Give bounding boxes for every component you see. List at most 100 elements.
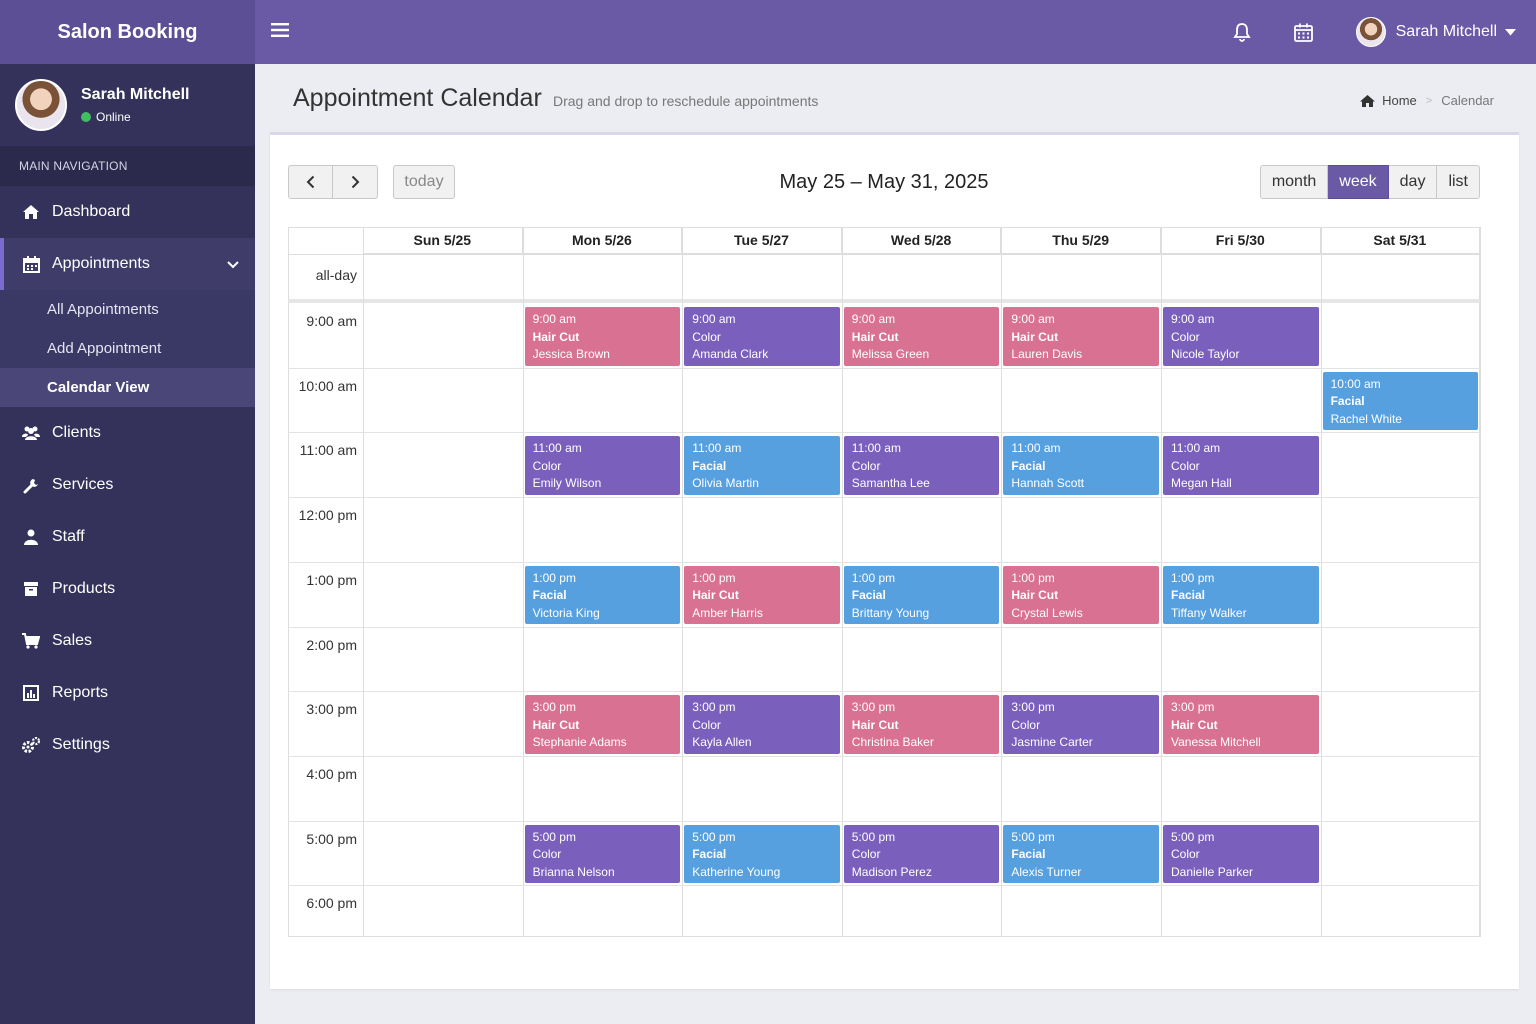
view-month-button[interactable]: month bbox=[1259, 165, 1329, 199]
sidebar-item-label: Dashboard bbox=[52, 203, 131, 220]
column-divider bbox=[522, 227, 524, 938]
day-header[interactable]: Mon 5/26 bbox=[522, 227, 683, 254]
event-client: Alexis Turner bbox=[1011, 864, 1082, 879]
event-time: 1:00 pm bbox=[532, 570, 576, 585]
appointment-event[interactable]: 9:00 am Color Amanda Clark bbox=[684, 307, 840, 366]
appointment-event[interactable]: 11:00 am Color Megan Hall bbox=[1163, 436, 1319, 496]
event-client: Rachel White bbox=[1330, 411, 1402, 426]
menu-toggle-icon[interactable] bbox=[271, 22, 289, 42]
event-client: Brianna Nelson bbox=[532, 864, 615, 879]
day-header[interactable]: Tue 5/27 bbox=[682, 227, 842, 254]
grid-border bbox=[288, 227, 1481, 938]
breadcrumb-home[interactable]: Home bbox=[1382, 93, 1417, 108]
event-service: Facial bbox=[851, 588, 886, 603]
event-client: Kayla Allen bbox=[692, 735, 752, 750]
event-time: 11:00 am bbox=[692, 441, 742, 456]
day-header[interactable]: Thu 5/29 bbox=[1001, 227, 1161, 254]
bell-icon[interactable] bbox=[1232, 22, 1252, 42]
time-row-divider bbox=[288, 561, 1481, 563]
appointments-submenu: All Appointments Add Appointment Calenda… bbox=[0, 290, 255, 407]
event-client: Olivia Martin bbox=[692, 476, 759, 491]
event-service: Color bbox=[532, 458, 562, 473]
avatar[interactable] bbox=[1355, 17, 1386, 47]
view-day-button[interactable]: day bbox=[1388, 165, 1438, 199]
sidebar-item-reports[interactable]: Reports bbox=[0, 667, 255, 719]
day-header[interactable]: Sun 5/25 bbox=[363, 227, 523, 254]
subitem-all-appointments[interactable]: All Appointments bbox=[47, 301, 159, 318]
caret-down-icon[interactable] bbox=[1505, 23, 1516, 41]
appointment-event[interactable]: 3:00 pm Hair Cut Stephanie Adams bbox=[524, 695, 681, 754]
topbar: Sarah Mitchell bbox=[255, 0, 1536, 64]
week-grid: all-day Sun 5/25 Mon 5/26 Tue 5/27 Wed 5/28 T… bbox=[288, 227, 1482, 938]
event-time: 5:00 pm bbox=[532, 829, 576, 844]
prev-button[interactable] bbox=[288, 165, 333, 199]
sidebar-item-staff[interactable]: Staff bbox=[0, 511, 255, 563]
appointment-event[interactable]: 9:00 am Hair Cut Lauren Davis bbox=[1003, 307, 1159, 366]
appointment-event[interactable]: 1:00 pm Hair Cut Amber Harris bbox=[684, 565, 840, 625]
appointment-event[interactable]: 1:00 pm Facial Tiffany Walker bbox=[1163, 565, 1319, 625]
appointment-event[interactable]: 11:00 am Facial Hannah Scott bbox=[1003, 436, 1159, 496]
event-client: Brittany Young bbox=[851, 605, 930, 620]
appointment-event[interactable]: 5:00 pm Facial Katherine Young bbox=[684, 824, 840, 884]
subitem-add-appointment[interactable]: Add Appointment bbox=[47, 340, 162, 357]
next-button[interactable] bbox=[333, 165, 378, 199]
appointment-event[interactable]: 5:00 pm Facial Alexis Turner bbox=[1003, 824, 1159, 884]
sidebar-item-products[interactable]: Products bbox=[0, 563, 255, 615]
appointment-event[interactable]: 3:00 pm Color Jasmine Carter bbox=[1003, 695, 1159, 754]
subitem-calendar-view[interactable]: Calendar View bbox=[0, 368, 255, 407]
appointment-event[interactable]: 9:00 am Hair Cut Jessica Brown bbox=[524, 307, 681, 366]
appointment-event[interactable]: 9:00 am Color Nicole Taylor bbox=[1163, 307, 1319, 366]
sidebar-item-dashboard[interactable]: Dashboard bbox=[0, 186, 255, 238]
time-row-divider bbox=[288, 691, 1481, 693]
appointment-event[interactable]: 1:00 pm Hair Cut Crystal Lewis bbox=[1003, 565, 1159, 625]
appointment-event[interactable]: 11:00 am Color Samantha Lee bbox=[843, 436, 1000, 496]
event-client: Nicole Taylor bbox=[1171, 347, 1240, 361]
appointment-event[interactable]: 1:00 pm Facial Victoria King bbox=[524, 565, 681, 625]
appointment-event[interactable]: 3:00 pm Color Kayla Allen bbox=[684, 695, 840, 754]
view-week-button[interactable]: week bbox=[1328, 165, 1389, 199]
event-service: Hair Cut bbox=[532, 717, 580, 732]
appointment-event[interactable]: 10:00 am Facial Rachel White bbox=[1322, 371, 1479, 431]
appointment-event[interactable]: 5:00 pm Color Brianna Nelson bbox=[524, 824, 681, 884]
appointment-event[interactable]: 11:00 am Facial Olivia Martin bbox=[684, 436, 840, 496]
sidebar-item-settings[interactable]: Settings bbox=[0, 719, 255, 771]
time-row-divider bbox=[288, 820, 1481, 822]
day-header[interactable]: Wed 5/28 bbox=[841, 227, 1002, 254]
appointment-event[interactable]: 5:00 pm Color Danielle Parker bbox=[1163, 824, 1319, 884]
sidebar-item-sales[interactable]: Sales bbox=[0, 615, 255, 667]
event-time: 9:00 am bbox=[1171, 312, 1215, 326]
page-subtitle: Drag and drop to reschedule appointments bbox=[553, 93, 819, 109]
chart-icon bbox=[22, 684, 40, 702]
time-row-divider bbox=[288, 367, 1481, 369]
appointment-event[interactable]: 1:00 pm Facial Brittany Young bbox=[843, 565, 1000, 625]
day-header[interactable]: Fri 5/30 bbox=[1161, 227, 1321, 254]
appointment-event[interactable]: 3:00 pm Hair Cut Christina Baker bbox=[843, 695, 1000, 754]
sidebar-item-services[interactable]: Services bbox=[0, 459, 255, 511]
day-header[interactable]: Sat 5/31 bbox=[1320, 227, 1481, 254]
event-time: 9:00 am bbox=[851, 312, 896, 326]
chevron-down-icon bbox=[227, 256, 239, 274]
event-service: Hair Cut bbox=[851, 717, 899, 732]
event-time: 9:00 am bbox=[1011, 312, 1055, 326]
sidebar-item-clients[interactable]: Clients bbox=[0, 407, 255, 459]
today-button[interactable]: today bbox=[393, 165, 455, 199]
time-row-divider bbox=[288, 626, 1481, 628]
top-user-name[interactable]: Sarah Mitchell bbox=[1395, 23, 1497, 40]
calendar-icon[interactable] bbox=[1294, 22, 1314, 42]
sidebar-item-appointments[interactable]: Appointments bbox=[0, 238, 255, 290]
page-title: Appointment Calendar bbox=[293, 84, 542, 112]
view-list-button[interactable]: list bbox=[1437, 165, 1480, 199]
calendar-icon bbox=[22, 255, 40, 273]
appointment-event[interactable]: 11:00 am Color Emily Wilson bbox=[524, 436, 681, 496]
sidebar: Salon Booking Sarah Mitchell Online MAIN… bbox=[0, 0, 255, 1024]
event-service: Hair Cut bbox=[692, 588, 739, 603]
event-time: 11:00 am bbox=[1011, 441, 1061, 456]
appointment-event[interactable]: 9:00 am Hair Cut Melissa Green bbox=[843, 307, 1000, 366]
event-client: Vanessa Mitchell bbox=[1171, 735, 1261, 750]
home-icon[interactable] bbox=[1360, 94, 1376, 107]
appointment-event[interactable]: 5:00 pm Color Madison Perez bbox=[843, 824, 1000, 884]
appointment-event[interactable]: 3:00 pm Hair Cut Vanessa Mitchell bbox=[1163, 695, 1319, 754]
event-client: Katherine Young bbox=[692, 864, 781, 879]
event-time: 1:00 pm bbox=[851, 570, 896, 585]
app-title[interactable]: Salon Booking bbox=[0, 0, 255, 64]
